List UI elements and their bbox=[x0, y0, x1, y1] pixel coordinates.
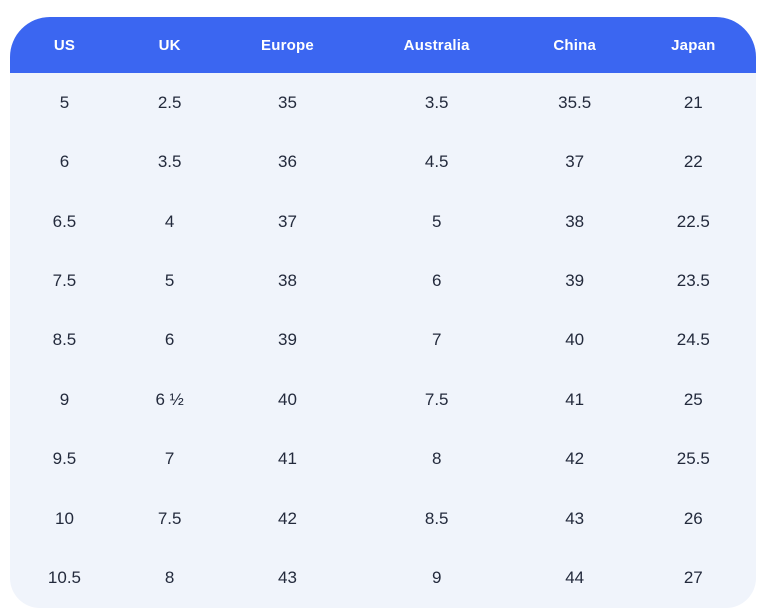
table-cell: 39 bbox=[278, 330, 297, 350]
table-cell: 25 bbox=[683, 389, 703, 409]
table-cell: 10.5 bbox=[47, 568, 81, 588]
table-cell: 38 bbox=[565, 211, 585, 231]
table-cell: 40 bbox=[278, 389, 297, 409]
table-cell: 41 bbox=[278, 449, 297, 469]
table-cell: 7.5 bbox=[424, 389, 449, 409]
table-cell: 37 bbox=[278, 211, 297, 231]
column-header-uk: UK bbox=[158, 36, 181, 54]
table-row: 9 6 ½ 40 7.5 41 25 bbox=[10, 370, 756, 429]
table-cell: 6 bbox=[59, 152, 70, 172]
table-row: 5 2.5 35 3.5 35.5 21 bbox=[10, 73, 756, 132]
table-cell: 22 bbox=[683, 152, 703, 172]
table-cell: 43 bbox=[278, 568, 297, 588]
table-cell: 6 ½ bbox=[155, 389, 184, 409]
table-cell: 9.5 bbox=[52, 449, 77, 469]
table-row: 10.5 8 43 9 44 27 bbox=[10, 549, 756, 609]
table-cell: 22.5 bbox=[676, 211, 710, 231]
table-header-row: US UK Europe Australia China Japan bbox=[10, 17, 756, 73]
column-header-china: China bbox=[553, 36, 597, 54]
column-header-europe: Europe bbox=[261, 36, 314, 54]
table-cell: 36 bbox=[278, 152, 297, 172]
table-cell: 9 bbox=[431, 568, 442, 588]
table-body: 5 2.5 35 3.5 35.5 21 6 3.5 36 4.5 37 22 6.5 4 37 5 38 22.… bbox=[10, 73, 756, 608]
table-cell: 6 bbox=[164, 330, 175, 350]
table-cell: 42 bbox=[278, 508, 297, 528]
table-cell: 7.5 bbox=[52, 271, 77, 291]
table-cell: 21 bbox=[683, 92, 703, 112]
table-cell: 7 bbox=[431, 330, 442, 350]
table-cell: 25.5 bbox=[676, 449, 710, 469]
table-cell: 35 bbox=[278, 92, 297, 112]
table-cell: 9 bbox=[59, 389, 70, 409]
table-cell: 5 bbox=[164, 271, 175, 291]
table-row: 7.5 5 38 6 39 23.5 bbox=[10, 251, 756, 310]
table-cell: 24.5 bbox=[676, 330, 710, 350]
table-header: US UK Europe Australia China Japan bbox=[10, 17, 756, 73]
table-row: 8.5 6 39 7 40 24.5 bbox=[10, 311, 756, 370]
table-cell: 7.5 bbox=[157, 508, 182, 528]
table-cell: 38 bbox=[278, 271, 297, 291]
table-cell: 26 bbox=[683, 508, 703, 528]
table-cell: 7 bbox=[164, 449, 175, 469]
table-cell: 3.5 bbox=[157, 152, 182, 172]
table-cell: 8.5 bbox=[424, 508, 449, 528]
table-cell: 6 bbox=[431, 271, 442, 291]
column-header-us: US bbox=[53, 36, 76, 54]
table-cell: 2.5 bbox=[157, 92, 182, 112]
table-cell: 8 bbox=[431, 449, 442, 469]
table-cell: 37 bbox=[565, 152, 585, 172]
table-cell: 3.5 bbox=[424, 92, 449, 112]
table-cell: 23.5 bbox=[676, 271, 710, 291]
table-cell: 39 bbox=[565, 271, 585, 291]
table-cell: 43 bbox=[565, 508, 585, 528]
table-cell: 4.5 bbox=[424, 152, 449, 172]
table-cell: 8.5 bbox=[52, 330, 77, 350]
table-cell: 8 bbox=[164, 568, 175, 588]
table-cell: 10 bbox=[54, 508, 74, 528]
table-row: 10 7.5 42 8.5 43 26 bbox=[10, 489, 756, 548]
table-cell: 5 bbox=[59, 92, 70, 112]
table-cell: 40 bbox=[565, 330, 585, 350]
table-row: 6 3.5 36 4.5 37 22 bbox=[10, 132, 756, 191]
table-cell: 35.5 bbox=[558, 92, 592, 112]
table-cell: 5 bbox=[431, 211, 442, 231]
table-cell: 41 bbox=[565, 389, 585, 409]
table-cell: 42 bbox=[565, 449, 585, 469]
column-header-australia: Australia bbox=[403, 36, 470, 54]
table-cell: 44 bbox=[565, 568, 585, 588]
table-row: 6.5 4 37 5 38 22.5 bbox=[10, 192, 756, 251]
table-cell: 27 bbox=[683, 568, 703, 588]
column-header-japan: Japan bbox=[671, 36, 716, 54]
table-row: 9.5 7 41 8 42 25.5 bbox=[10, 430, 756, 489]
shoe-size-table: US UK Europe Australia China Japan 5 2.5 35 3.5 3… bbox=[10, 17, 756, 608]
shoe-size-conversion-card: US UK Europe Australia China Japan 5 2.5 35 3.5 3… bbox=[10, 17, 756, 608]
table-cell: 6.5 bbox=[52, 211, 77, 231]
table-cell: 4 bbox=[164, 211, 175, 231]
